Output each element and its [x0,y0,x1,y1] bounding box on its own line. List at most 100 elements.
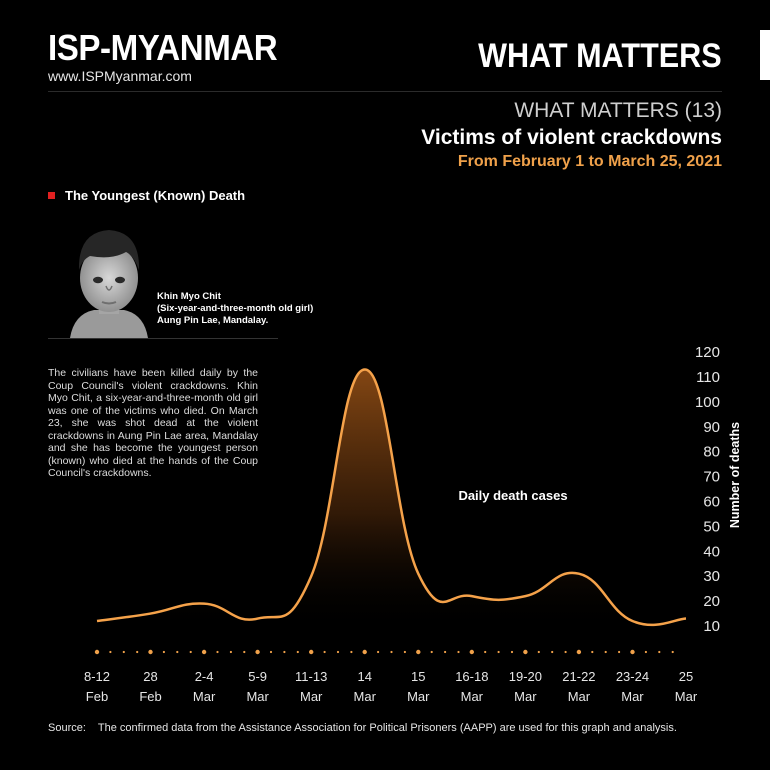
baseline-dot [176,650,179,654]
baseline-dot [469,649,474,655]
x-tick-label: 23-24 [616,669,649,684]
baseline-dot [255,649,260,655]
victim-caption: Khin Myo Chit (Six-year-and-three-month … [157,291,313,327]
x-tick-label: 2-4 [195,669,214,684]
x-tick-label: Feb [139,689,161,704]
baseline-dot [403,650,406,654]
y-tick-label: 90 [703,419,720,436]
baseline-dot [484,650,487,654]
divider [48,91,722,92]
page-subtitle: From February 1 to March 25, 2021 [457,153,722,170]
source-note: Source: The confirmed data from the Assis… [48,722,677,734]
y-tick-label: 10 [703,618,720,635]
baseline-dot [430,650,433,654]
victim-place: Aung Pin Lae, Mandalay. [157,315,269,326]
baseline-dot [576,649,582,655]
baseline-dot [201,649,207,655]
x-tick-label: Mar [461,689,484,704]
baseline-dot [229,650,232,654]
baseline-dot [523,649,528,655]
baseline-dot [604,650,607,654]
y-tick-label: 40 [703,543,720,560]
baseline-dot [350,650,353,654]
baseline-dot [309,649,314,655]
y-tick-label: 30 [703,568,720,585]
x-tick-label: 16-18 [455,669,488,684]
baseline-dot [377,650,380,654]
x-tick-label: Mar [407,689,430,704]
y-tick-label: 80 [703,444,720,461]
baseline-dot [551,650,554,654]
baseline-dot [416,649,421,655]
baseline-dot [510,650,514,654]
y-tick-label: 110 [696,369,720,386]
portrait-image [70,230,148,338]
baseline-dot [658,650,661,654]
series-line [96,368,687,627]
page-title: Victims of violent crackdowns [421,126,722,149]
chart-annotation: Daily death cases [458,488,567,503]
issue-label: WHAT MATTERS (13) [514,99,722,122]
corner-bar [760,30,770,80]
baseline-dot [216,650,219,654]
x-tick-label: Mar [675,689,698,704]
baseline-dot [671,650,674,654]
section-heading: The Youngest (Known) Death [48,188,245,203]
x-tick-label: 5-9 [248,669,267,684]
x-tick-label: Mar [568,689,591,704]
baseline-dot [189,650,192,654]
brand-name: ISP-MYANMAR [48,27,278,68]
baseline-dot [136,650,139,654]
baseline-dot [109,650,112,654]
baseline-dot [296,650,299,654]
x-tick-label: Mar [300,689,323,704]
baseline-dot [444,650,447,654]
source-text: The confirmed data from the Assistance A… [97,722,677,734]
baseline-dot [644,650,648,654]
baseline-dot [148,649,153,655]
baseline-dot [362,649,367,655]
source-label: Source: [48,722,86,734]
x-tick-label: 19-20 [509,669,542,684]
baseline-dot [497,650,500,654]
baseline-dot [457,650,460,654]
x-tick-label: Mar [354,689,377,704]
story-text: The civilians have been killed daily by … [48,367,258,479]
baseline-dot [122,650,125,654]
baseline-dot [564,650,567,654]
victim-age: (Six-year-and-three-month old girl) [157,303,314,314]
x-tick-label: 11-13 [295,669,327,684]
baseline-dot [537,650,540,654]
x-tick-label: 25 [679,669,693,684]
bullet-marker [48,192,55,199]
y-tick-label: 20 [703,593,720,610]
y-tick-label: 50 [703,518,720,535]
series-name: WHAT MATTERS [478,37,722,75]
victim-name: Khin Myo Chit [157,291,221,302]
y-tick-label: 60 [703,494,720,511]
section-title: The Youngest (Known) Death [65,188,246,203]
x-tick-label: 14 [357,669,371,684]
header: WHAT MATTERS (13) Victims of violent cra… [421,98,722,172]
baseline-dot [243,650,246,654]
x-tick-label: 15 [411,669,425,684]
x-tick-label: Mar [246,689,269,704]
x-tick-label: Feb [86,689,108,704]
brand: ISP-MYANMAR www.ISPMyanmar.com [48,27,297,85]
y-tick-label: 70 [703,469,720,486]
baseline-dot [269,650,273,654]
y-axis-label: Number of deaths [728,422,742,528]
baseline-dot [162,650,165,654]
baseline-dot [618,650,621,654]
y-tick-label: 100 [695,394,720,411]
x-tick-label: 28 [143,669,157,684]
baseline-dot [323,650,326,654]
y-tick-label: 120 [695,344,720,361]
x-tick-label: Mar [514,689,537,704]
brand-url[interactable]: www.ISPMyanmar.com [48,68,192,84]
area-fill [97,369,686,632]
baseline-dot [94,649,100,655]
baseline-dot [336,650,340,654]
x-tick-label: Mar [621,689,644,704]
x-tick-label: 21-22 [562,669,595,684]
